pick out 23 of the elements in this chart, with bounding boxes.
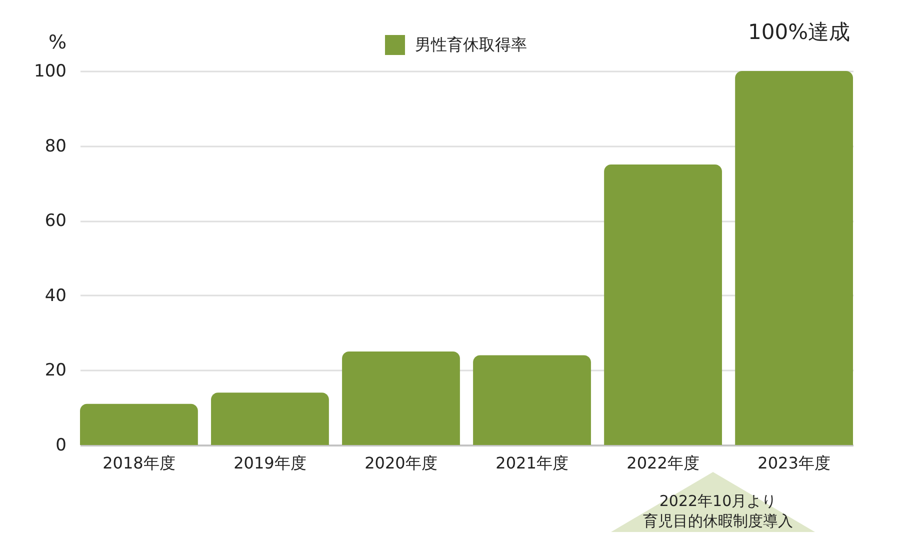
- x-tick-label: 2023年度: [758, 454, 830, 472]
- legend-label: 男性育休取得率: [415, 35, 527, 54]
- bar: [473, 355, 591, 445]
- bar: [211, 392, 329, 445]
- bar: [604, 164, 722, 445]
- x-tick-label: 2022年度: [626, 454, 700, 472]
- y-tick-label: 100: [34, 62, 66, 82]
- y-tick-label: 80: [44, 136, 66, 156]
- bar: [342, 352, 460, 445]
- y-tick-label: 20: [44, 360, 66, 381]
- y-tick-label: 0: [56, 436, 66, 456]
- y-tick-label: 60: [44, 211, 66, 232]
- text: 育児目的休暇制度導入: [643, 512, 793, 530]
- bar: [735, 71, 853, 445]
- y-tick-label: 40: [44, 286, 66, 306]
- bar: [80, 404, 198, 445]
- x-tick-label: 2018年度: [102, 454, 176, 472]
- x-tick-label: 2021年度: [496, 454, 568, 472]
- y-axis-title: %: [48, 32, 67, 54]
- x-tick-label: 2019年度: [234, 454, 306, 472]
- text: 2022年10月より: [659, 492, 777, 510]
- annotation: 100%達成: [748, 20, 850, 44]
- x-tick-label: 2020年度: [364, 454, 438, 472]
